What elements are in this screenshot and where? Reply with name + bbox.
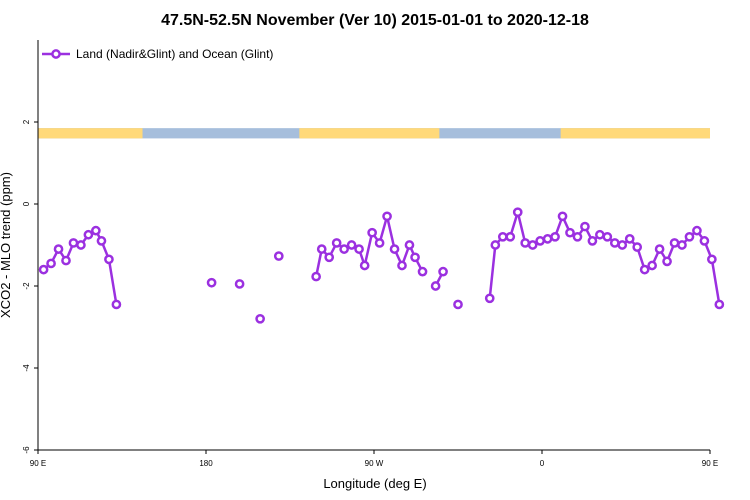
legend-entry-0: Land (Nadir&Glint) and Ocean (Glint) (76, 47, 273, 61)
data-point-0-56 (647, 260, 657, 271)
data-point-0-52 (617, 240, 628, 250)
y-tick-label-1: -4 (22, 364, 31, 372)
data-point-0-62 (692, 225, 702, 236)
chart-title: 47.5N-52.5N November (Ver 10) 2015-01-01… (161, 12, 589, 29)
data-point-0-0 (38, 264, 49, 275)
land-band-segment-2 (560, 128, 710, 139)
data-point-0-57 (654, 244, 665, 254)
data-point-0-31 (430, 281, 441, 291)
data-point-0-5 (76, 240, 86, 250)
data-point-0-11 (206, 277, 217, 288)
data-point-0-27 (397, 260, 407, 271)
data-point-0-2 (53, 244, 64, 254)
data-point-0-42 (542, 234, 553, 244)
data-point-0-30 (417, 266, 428, 277)
data-point-0-41 (535, 236, 545, 246)
data-point-0-17 (324, 252, 335, 263)
data-point-0-25 (382, 211, 392, 222)
y-tick-label-0: -6 (22, 446, 31, 454)
data-point-0-59 (669, 238, 680, 248)
data-point-0-48 (587, 236, 598, 246)
data-point-0-10 (111, 299, 122, 310)
data-point-0-38 (512, 207, 523, 218)
data-point-0-60 (677, 240, 687, 250)
x-tick-label-2: 90 W (365, 459, 384, 468)
y-tick-label-4: 2 (22, 119, 31, 124)
legend-marker (51, 49, 61, 59)
data-point-0-13 (255, 313, 265, 324)
data-point-0-15 (311, 271, 321, 282)
data-point-0-53 (624, 234, 635, 244)
data-point-0-33 (453, 299, 463, 310)
data-point-0-21 (354, 244, 364, 254)
y-tick-label-3: 0 (22, 201, 31, 206)
data-point-0-26 (389, 244, 400, 254)
data-point-0-47 (580, 221, 590, 232)
data-point-0-36 (497, 231, 508, 242)
data-point-0-4 (68, 238, 79, 248)
data-point-0-49 (595, 229, 605, 240)
series-layer (38, 207, 725, 324)
x-tick-label-0: 90 E (30, 459, 46, 468)
data-point-0-16 (316, 244, 327, 254)
y-axis-label: XCO2 - MLO trend (ppm) (0, 172, 13, 318)
data-point-0-39 (520, 238, 531, 248)
legend: Land (Nadir&Glint) and Ocean (Glint) (42, 47, 273, 61)
data-point-0-37 (505, 231, 516, 242)
data-point-0-22 (359, 260, 370, 271)
data-point-0-65 (714, 299, 725, 310)
land-band-segment-0 (38, 128, 143, 139)
data-point-0-32 (438, 266, 448, 277)
x-axis-label: Longitude (deg E) (323, 476, 426, 491)
land-ocean-band (38, 128, 710, 139)
data-point-0-64 (707, 254, 717, 265)
x-tick-label-1: 180 (199, 459, 213, 468)
data-point-0-1 (46, 258, 56, 269)
data-point-0-44 (557, 211, 568, 222)
data-point-0-3 (61, 255, 71, 266)
data-point-0-12 (234, 279, 245, 289)
data-point-0-40 (527, 240, 538, 250)
data-point-0-43 (550, 231, 560, 242)
x-tick-label-4: 90 E (702, 459, 718, 468)
data-point-0-18 (331, 238, 342, 248)
data-point-0-51 (609, 238, 620, 248)
x-tick-label-3: 0 (540, 459, 545, 468)
data-point-0-61 (684, 231, 695, 242)
data-point-0-20 (346, 240, 357, 250)
data-point-0-50 (602, 231, 613, 242)
data-point-0-7 (91, 225, 101, 236)
data-point-0-29 (410, 252, 420, 263)
data-point-0-6 (83, 229, 94, 240)
data-point-0-63 (699, 236, 710, 246)
data-point-0-55 (639, 264, 650, 275)
data-point-0-23 (367, 227, 377, 238)
land-band-segment-1 (299, 128, 440, 139)
y-tick-label-2: -2 (22, 282, 31, 290)
data-point-0-45 (565, 227, 575, 238)
data-point-0-14 (273, 251, 284, 261)
data-point-0-58 (662, 256, 672, 267)
data-point-0-24 (374, 238, 385, 248)
data-point-0-19 (339, 244, 349, 254)
data-point-0-34 (484, 293, 495, 304)
series-line-0-5 (314, 215, 424, 277)
data-point-0-9 (104, 254, 114, 265)
data-point-0-28 (404, 240, 415, 250)
data-point-0-46 (572, 231, 583, 242)
data-point-0-8 (96, 236, 107, 246)
data-point-0-54 (632, 242, 643, 252)
series-line-0-8 (488, 210, 721, 305)
axes: -6 -4 -2 0 2 90 E 180 90 W 0 90 E (22, 40, 718, 468)
data-point-0-35 (490, 240, 501, 250)
